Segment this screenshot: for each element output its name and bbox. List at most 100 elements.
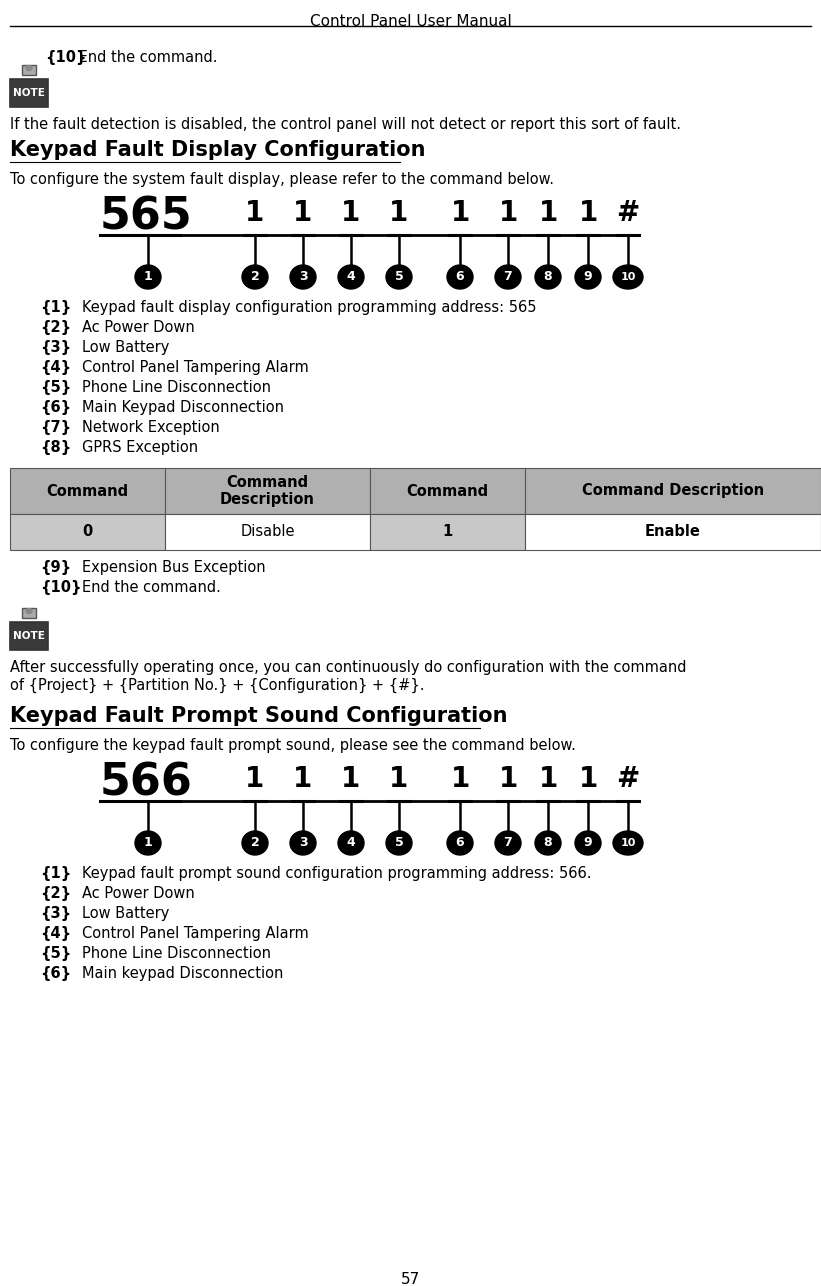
- Text: Control Panel Tampering Alarm: Control Panel Tampering Alarm: [82, 926, 309, 941]
- Text: {8}: {8}: [40, 440, 71, 455]
- Ellipse shape: [290, 831, 316, 855]
- Text: #: #: [617, 199, 640, 228]
- Text: 1: 1: [245, 765, 264, 793]
- Text: 1: 1: [144, 270, 153, 283]
- Bar: [10, 622, 48, 649]
- Bar: [525, 514, 821, 550]
- Ellipse shape: [338, 265, 364, 289]
- Bar: [10, 78, 48, 107]
- Text: of {Project} + {Partition No.} + {Configuration} + {#}.: of {Project} + {Partition No.} + {Config…: [10, 678, 424, 693]
- Text: 1: 1: [389, 199, 409, 228]
- Text: {10}: {10}: [40, 580, 81, 595]
- Text: 1: 1: [293, 199, 313, 228]
- Text: Main keypad Disconnection: Main keypad Disconnection: [82, 966, 283, 981]
- Ellipse shape: [447, 265, 473, 289]
- Bar: [22, 608, 36, 619]
- Text: 566: 566: [100, 761, 193, 804]
- Text: Ac Power Down: Ac Power Down: [82, 320, 195, 334]
- Text: 1: 1: [144, 836, 153, 850]
- Text: 5: 5: [395, 270, 403, 283]
- Text: 6: 6: [456, 270, 465, 283]
- Text: Control Panel User Manual: Control Panel User Manual: [310, 14, 511, 30]
- Ellipse shape: [135, 265, 161, 289]
- Text: 1: 1: [498, 765, 517, 793]
- Text: Command: Command: [47, 484, 129, 499]
- Ellipse shape: [242, 265, 268, 289]
- Text: {1}: {1}: [40, 300, 71, 315]
- Ellipse shape: [535, 265, 561, 289]
- Text: Phone Line Disconnection: Phone Line Disconnection: [82, 379, 271, 395]
- Text: If the fault detection is disabled, the control panel will not detect or report : If the fault detection is disabled, the …: [10, 117, 681, 132]
- Text: 6: 6: [456, 836, 465, 850]
- Ellipse shape: [135, 831, 161, 855]
- Ellipse shape: [26, 608, 32, 613]
- Text: 1: 1: [245, 199, 264, 228]
- Text: 1: 1: [578, 199, 598, 228]
- Text: Expension Bus Exception: Expension Bus Exception: [82, 559, 266, 575]
- Ellipse shape: [495, 831, 521, 855]
- Text: {5}: {5}: [40, 946, 71, 961]
- Text: 1: 1: [293, 765, 313, 793]
- Text: To configure the keypad fault prompt sound, please see the command below.: To configure the keypad fault prompt sou…: [10, 738, 576, 754]
- Text: 1: 1: [451, 199, 470, 228]
- Text: Keypad Fault Prompt Sound Configuration: Keypad Fault Prompt Sound Configuration: [10, 706, 507, 727]
- Text: Ac Power Down: Ac Power Down: [82, 886, 195, 901]
- Text: 0: 0: [82, 525, 93, 540]
- Text: NOTE: NOTE: [13, 631, 45, 640]
- Ellipse shape: [575, 265, 601, 289]
- Text: Command
Description: Command Description: [220, 475, 315, 507]
- Text: 3: 3: [299, 836, 307, 850]
- Text: Command: Command: [406, 484, 488, 499]
- Text: 1: 1: [342, 199, 360, 228]
- Text: {2}: {2}: [40, 886, 71, 901]
- Text: {6}: {6}: [40, 966, 71, 981]
- Ellipse shape: [447, 831, 473, 855]
- Text: 5: 5: [395, 836, 403, 850]
- Bar: [370, 514, 525, 550]
- Text: 1: 1: [389, 765, 409, 793]
- Text: NOTE: NOTE: [13, 87, 45, 98]
- Ellipse shape: [575, 831, 601, 855]
- Ellipse shape: [386, 265, 412, 289]
- Ellipse shape: [242, 831, 268, 855]
- Text: {6}: {6}: [40, 400, 71, 415]
- Text: Enable: Enable: [645, 525, 701, 540]
- Bar: [370, 468, 525, 514]
- Text: {2}: {2}: [40, 320, 71, 334]
- Text: 57: 57: [401, 1272, 420, 1286]
- Text: Low Battery: Low Battery: [82, 907, 169, 921]
- Text: {3}: {3}: [40, 907, 71, 921]
- Text: After successfully operating once, you can continuously do configuration with th: After successfully operating once, you c…: [10, 660, 686, 675]
- Text: Main Keypad Disconnection: Main Keypad Disconnection: [82, 400, 284, 415]
- Text: {9}: {9}: [40, 559, 71, 575]
- Text: 4: 4: [346, 270, 355, 283]
- Text: Phone Line Disconnection: Phone Line Disconnection: [82, 946, 271, 961]
- Text: 4: 4: [346, 836, 355, 850]
- Text: #: #: [617, 765, 640, 793]
- Bar: [525, 468, 821, 514]
- Ellipse shape: [386, 831, 412, 855]
- Text: End the command.: End the command.: [74, 50, 218, 66]
- Bar: [165, 514, 370, 550]
- Text: 10: 10: [621, 838, 635, 847]
- Text: 1: 1: [539, 199, 557, 228]
- Ellipse shape: [26, 66, 32, 71]
- Text: Keypad fault display configuration programming address: 565: Keypad fault display configuration progr…: [82, 300, 536, 315]
- Text: {1}: {1}: [40, 865, 71, 881]
- Ellipse shape: [613, 265, 643, 289]
- Text: 10: 10: [621, 273, 635, 282]
- Text: 1: 1: [342, 765, 360, 793]
- Text: 1: 1: [443, 525, 452, 540]
- Text: {5}: {5}: [40, 379, 71, 395]
- Text: Keypad fault prompt sound configuration programming address: 566.: Keypad fault prompt sound configuration …: [82, 865, 591, 881]
- Text: Keypad Fault Display Configuration: Keypad Fault Display Configuration: [10, 140, 425, 159]
- Ellipse shape: [495, 265, 521, 289]
- Text: 2: 2: [250, 270, 259, 283]
- Text: {10}: {10}: [45, 50, 86, 66]
- Text: 1: 1: [578, 765, 598, 793]
- Text: To configure the system fault display, please refer to the command below.: To configure the system fault display, p…: [10, 172, 554, 186]
- Text: 565: 565: [100, 195, 193, 238]
- Text: Control Panel Tampering Alarm: Control Panel Tampering Alarm: [82, 360, 309, 376]
- Text: 8: 8: [544, 270, 553, 283]
- Text: Low Battery: Low Battery: [82, 340, 169, 355]
